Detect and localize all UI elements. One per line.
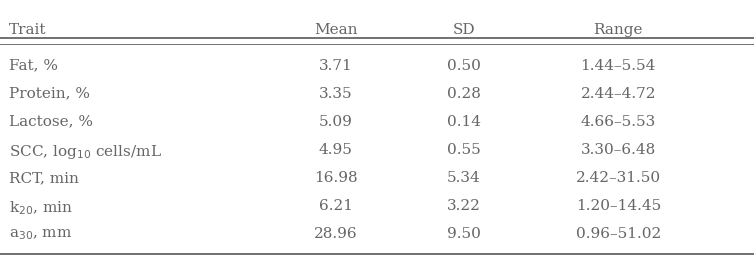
Text: 2.42–31.50: 2.42–31.50 — [576, 171, 661, 185]
Text: 5.34: 5.34 — [447, 171, 480, 185]
Text: 0.28: 0.28 — [447, 87, 480, 101]
Text: 0.96–51.02: 0.96–51.02 — [575, 227, 661, 241]
Text: 4.66–5.53: 4.66–5.53 — [581, 115, 656, 129]
Text: Mean: Mean — [314, 23, 357, 37]
Text: 2.44–4.72: 2.44–4.72 — [581, 87, 656, 101]
Text: 6.21: 6.21 — [318, 199, 353, 213]
Text: 28.96: 28.96 — [314, 227, 357, 241]
Text: 16.98: 16.98 — [314, 171, 357, 185]
Text: 3.30–6.48: 3.30–6.48 — [581, 143, 656, 157]
Text: Lactose, %: Lactose, % — [9, 115, 93, 129]
Text: a$_{30}$, mm: a$_{30}$, mm — [9, 227, 72, 242]
Text: Trait: Trait — [9, 23, 47, 37]
Text: Range: Range — [593, 23, 643, 37]
Text: Fat, %: Fat, % — [9, 58, 58, 73]
Text: 0.50: 0.50 — [447, 58, 480, 73]
Text: 0.14: 0.14 — [446, 115, 481, 129]
Text: SCC, log$_{10}$ cells/mL: SCC, log$_{10}$ cells/mL — [9, 143, 162, 161]
Text: 1.44–5.54: 1.44–5.54 — [581, 58, 656, 73]
Text: RCT, min: RCT, min — [9, 171, 79, 185]
Text: k$_{20}$, min: k$_{20}$, min — [9, 199, 73, 217]
Text: 3.35: 3.35 — [319, 87, 352, 101]
Text: 1.20–14.45: 1.20–14.45 — [575, 199, 661, 213]
Text: 0.55: 0.55 — [447, 143, 480, 157]
Text: SD: SD — [452, 23, 475, 37]
Text: 4.95: 4.95 — [319, 143, 352, 157]
Text: 3.71: 3.71 — [319, 58, 352, 73]
Text: Protein, %: Protein, % — [9, 87, 90, 101]
Text: 9.50: 9.50 — [447, 227, 480, 241]
Text: 5.09: 5.09 — [319, 115, 352, 129]
Text: 3.22: 3.22 — [447, 199, 480, 213]
